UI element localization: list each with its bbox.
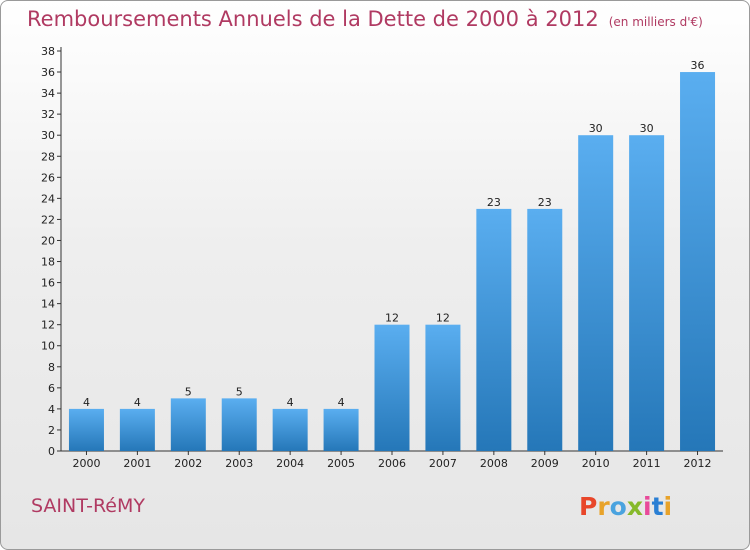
x-tick-label: 2005 xyxy=(327,457,355,470)
x-tick-label: 2009 xyxy=(531,457,559,470)
place-name: SAINT-RéMY xyxy=(31,495,145,517)
y-tick-label: 24 xyxy=(41,192,55,205)
bar xyxy=(323,408,359,451)
bar-value-label: 12 xyxy=(385,312,399,325)
bar-value-label: 36 xyxy=(691,59,705,72)
bar xyxy=(170,398,206,451)
bar-value-label: 4 xyxy=(338,396,345,409)
x-tick-label: 2012 xyxy=(684,457,712,470)
bar-value-label: 4 xyxy=(83,396,90,409)
y-tick-label: 36 xyxy=(41,66,55,79)
bar xyxy=(221,398,257,451)
logo-letter: x xyxy=(626,492,643,521)
logo-letter: o xyxy=(609,492,627,521)
logo-letter: i xyxy=(643,492,652,521)
bar xyxy=(68,408,104,451)
y-tick-label: 30 xyxy=(41,129,55,142)
y-tick-label: 34 xyxy=(41,87,55,100)
proxiti-logo: Proxiti xyxy=(579,492,672,521)
y-tick-label: 8 xyxy=(48,361,55,374)
bar xyxy=(425,324,461,451)
bar-value-label: 4 xyxy=(287,396,294,409)
y-tick-label: 20 xyxy=(41,234,55,247)
bar xyxy=(527,208,563,451)
x-tick-label: 2004 xyxy=(276,457,304,470)
x-tick-label: 2003 xyxy=(225,457,253,470)
bar xyxy=(629,135,665,452)
bar xyxy=(272,408,308,451)
bar-value-label: 4 xyxy=(134,396,141,409)
x-tick-label: 2011 xyxy=(633,457,661,470)
x-tick-label: 2010 xyxy=(582,457,610,470)
logo-letter: t xyxy=(651,492,664,521)
bar-value-label: 30 xyxy=(589,122,603,135)
bar-value-label: 23 xyxy=(487,196,501,209)
logo-letter: i xyxy=(663,492,673,521)
bar xyxy=(680,72,716,451)
x-tick-label: 2007 xyxy=(429,457,457,470)
bar-value-label: 12 xyxy=(436,312,450,325)
logo-letter: r xyxy=(597,492,610,521)
y-tick-label: 28 xyxy=(41,150,55,163)
bar xyxy=(476,208,512,451)
x-tick-label: 2006 xyxy=(378,457,406,470)
x-tick-label: 2001 xyxy=(123,457,151,470)
x-tick-label: 2008 xyxy=(480,457,508,470)
y-tick-label: 38 xyxy=(41,45,55,58)
y-tick-label: 14 xyxy=(41,298,55,311)
y-tick-label: 18 xyxy=(41,256,55,269)
x-tick-label: 2002 xyxy=(174,457,202,470)
y-tick-label: 12 xyxy=(41,319,55,332)
y-tick-label: 26 xyxy=(41,171,55,184)
bar xyxy=(578,135,614,452)
bar xyxy=(119,408,155,451)
y-tick-label: 4 xyxy=(48,403,55,416)
logo-letter: P xyxy=(579,492,598,521)
y-tick-label: 2 xyxy=(48,424,55,437)
y-tick-label: 10 xyxy=(41,340,55,353)
bar-value-label: 23 xyxy=(538,196,552,209)
bar-value-label: 5 xyxy=(236,385,243,398)
y-tick-label: 16 xyxy=(41,277,55,290)
chart-unit: (en milliers d'€) xyxy=(608,15,703,29)
bar-value-label: 5 xyxy=(185,385,192,398)
bar-value-label: 30 xyxy=(640,122,654,135)
chart-title: Remboursements Annuels de la Dette de 20… xyxy=(27,7,703,31)
y-tick-label: 22 xyxy=(41,213,55,226)
chart-title-text: Remboursements Annuels de la Dette de 20… xyxy=(27,7,599,31)
bar xyxy=(374,324,410,451)
y-tick-label: 32 xyxy=(41,108,55,121)
y-tick-label: 0 xyxy=(48,445,55,458)
x-tick-label: 2000 xyxy=(72,457,100,470)
y-tick-label: 6 xyxy=(48,382,55,395)
